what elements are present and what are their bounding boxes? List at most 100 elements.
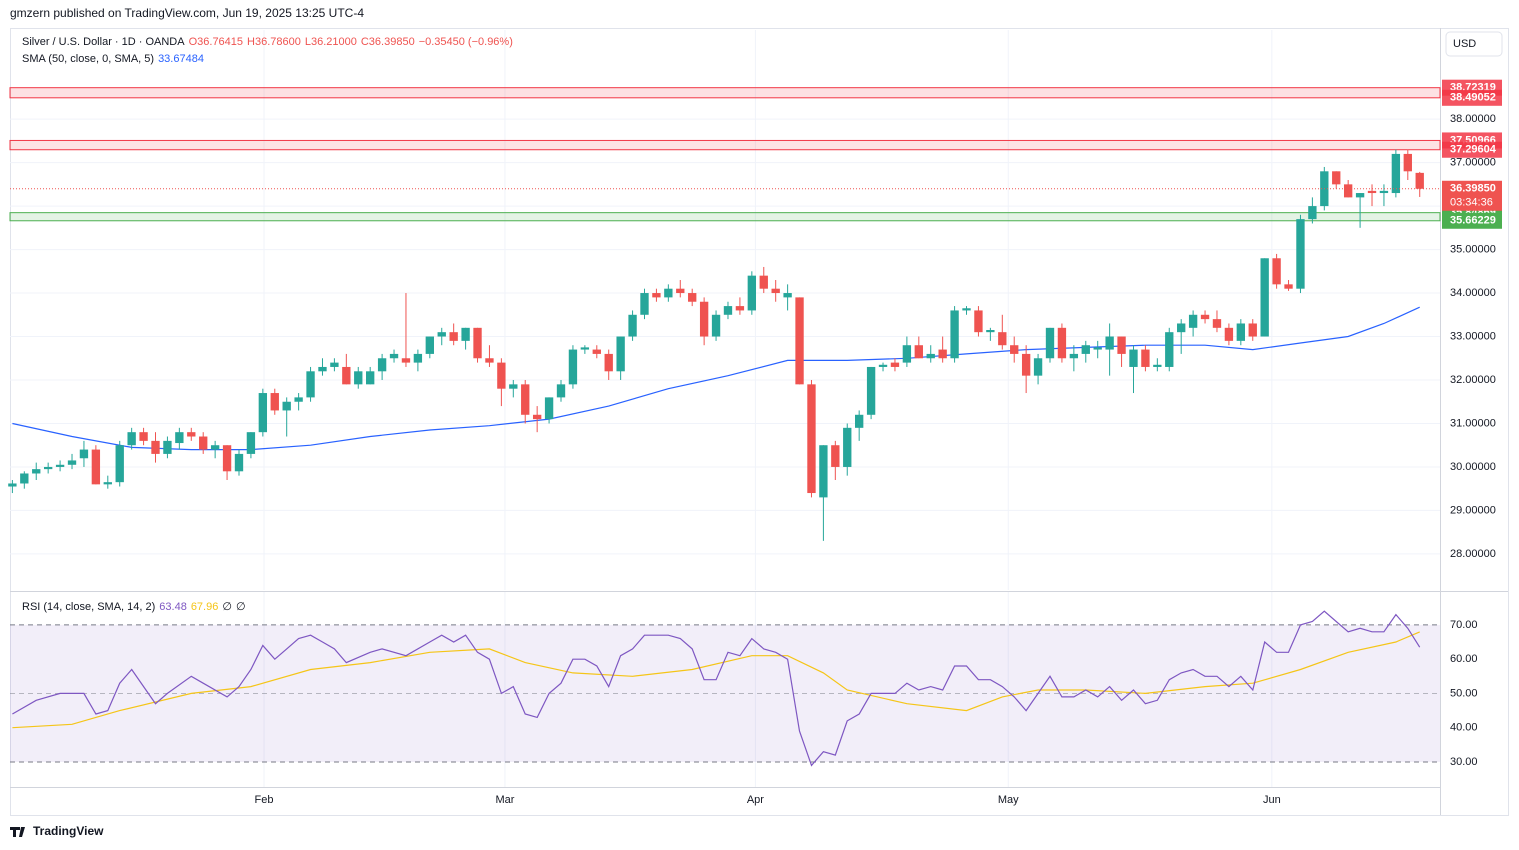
candle-body: [139, 432, 148, 441]
candle-body: [998, 332, 1007, 346]
sma-line: [12, 306, 1420, 451]
candle-body: [163, 440, 172, 454]
candle-body: [1105, 336, 1114, 350]
rsi-extra: ∅: [236, 601, 246, 613]
candle-body: [1165, 332, 1174, 367]
candle-body: [521, 384, 530, 415]
candle-body: [318, 366, 327, 372]
candle-body: [497, 362, 506, 389]
candle-body: [1224, 327, 1234, 341]
candle-body: [1248, 323, 1257, 337]
y-tick-label: 29.00000: [1450, 504, 1496, 516]
candle-body: [127, 432, 136, 446]
published: gmzern published on TradingView.com, Jun…: [10, 6, 364, 20]
candle-body: [55, 464, 65, 467]
symbol: Silver / U.S. Dollar · 1D · OANDA: [22, 36, 185, 48]
candle-body: [759, 275, 768, 289]
candle-body: [175, 432, 184, 444]
y-tick-label: 34.00000: [1450, 287, 1496, 299]
legend: SMA (50, close, 0, SMA, 5) 33.67484: [22, 53, 204, 65]
rsi-tick-label: 40.00: [1450, 722, 1478, 734]
candle-body: [855, 414, 864, 428]
candle-body: [1057, 327, 1067, 359]
y-tick-label: 38.00000: [1450, 113, 1496, 125]
candle-body: [735, 306, 745, 311]
rsi-sma-value: 67.96: [191, 601, 219, 613]
currency[interactable]: USD: [1453, 38, 1476, 50]
candle-body: [843, 427, 852, 467]
x-tick-label: Feb: [255, 794, 274, 806]
candle-body: [342, 366, 351, 385]
candle-body: [1045, 327, 1055, 359]
candle-body: [831, 445, 840, 467]
open: O36.76415: [189, 36, 243, 48]
candle-body: [1403, 153, 1412, 172]
zone-price-tag: [1442, 141, 1502, 158]
footer-logo: TradingView: [33, 824, 104, 838]
candle-body: [1093, 347, 1102, 350]
zone-price-tag: [1442, 212, 1502, 229]
candle-body: [688, 293, 697, 302]
candle-body: [783, 293, 792, 298]
candle-body: [1200, 314, 1210, 320]
candle-body: [79, 449, 89, 459]
candle-body: [914, 345, 923, 359]
candle-body: [306, 371, 315, 398]
candle-body: [425, 336, 434, 354]
candle-body: [747, 275, 757, 311]
zone-price-label: 37.29604: [1450, 144, 1497, 156]
candle-body: [1010, 345, 1019, 354]
y-tick-label: 37.00000: [1450, 157, 1496, 169]
x-tick-label: Apr: [747, 794, 764, 806]
candle-body: [962, 308, 971, 311]
candle-body: [8, 483, 17, 487]
candle-body: [199, 436, 208, 450]
candle-body: [1153, 364, 1162, 367]
candle-body: [389, 353, 399, 359]
low: L36.21000: [305, 36, 357, 48]
candle-body: [1021, 353, 1031, 376]
candle-body: [1415, 172, 1424, 189]
candle-body: [151, 440, 160, 454]
candle-body: [413, 353, 423, 363]
close: C36.39850: [361, 36, 415, 48]
zone-price-tag: [1442, 89, 1502, 106]
candle-body: [449, 332, 458, 341]
candle-body: [723, 306, 733, 315]
zone-price-label: 38.49052: [1450, 92, 1496, 104]
y-tick-label: 33.00000: [1450, 330, 1496, 342]
zone: [9, 139, 1441, 151]
candle-body: [473, 327, 482, 359]
candle-body: [270, 393, 279, 411]
candle-body: [67, 460, 77, 465]
candle-body: [1081, 345, 1090, 354]
candle-body: [1308, 206, 1317, 220]
candle-body: [878, 364, 888, 367]
candle-body: [580, 347, 590, 350]
logo-icon: [10, 827, 25, 837]
candle-body: [807, 384, 816, 494]
candle-body: [258, 393, 268, 433]
countdown: 03:34:36: [1450, 197, 1493, 209]
x-tick-label: Mar: [495, 794, 514, 806]
candle-body: [1272, 258, 1281, 285]
candle-body: [377, 358, 387, 372]
candle-body: [437, 332, 446, 337]
candle-body: [604, 353, 613, 372]
zone-price-label: 35.66229: [1450, 215, 1496, 227]
candle-body: [616, 336, 625, 372]
x-tick-label: May: [998, 794, 1019, 806]
candle-body: [1379, 190, 1389, 194]
candle-body: [401, 358, 411, 363]
currency-button[interactable]: [1445, 31, 1503, 57]
current-price-tag: [1442, 180, 1502, 211]
candle-body: [938, 349, 947, 359]
candle-body: [676, 288, 685, 294]
candle-body: [866, 366, 876, 415]
candle-body: [1355, 193, 1365, 198]
candle-body: [187, 432, 196, 437]
candle-body: [664, 288, 673, 298]
